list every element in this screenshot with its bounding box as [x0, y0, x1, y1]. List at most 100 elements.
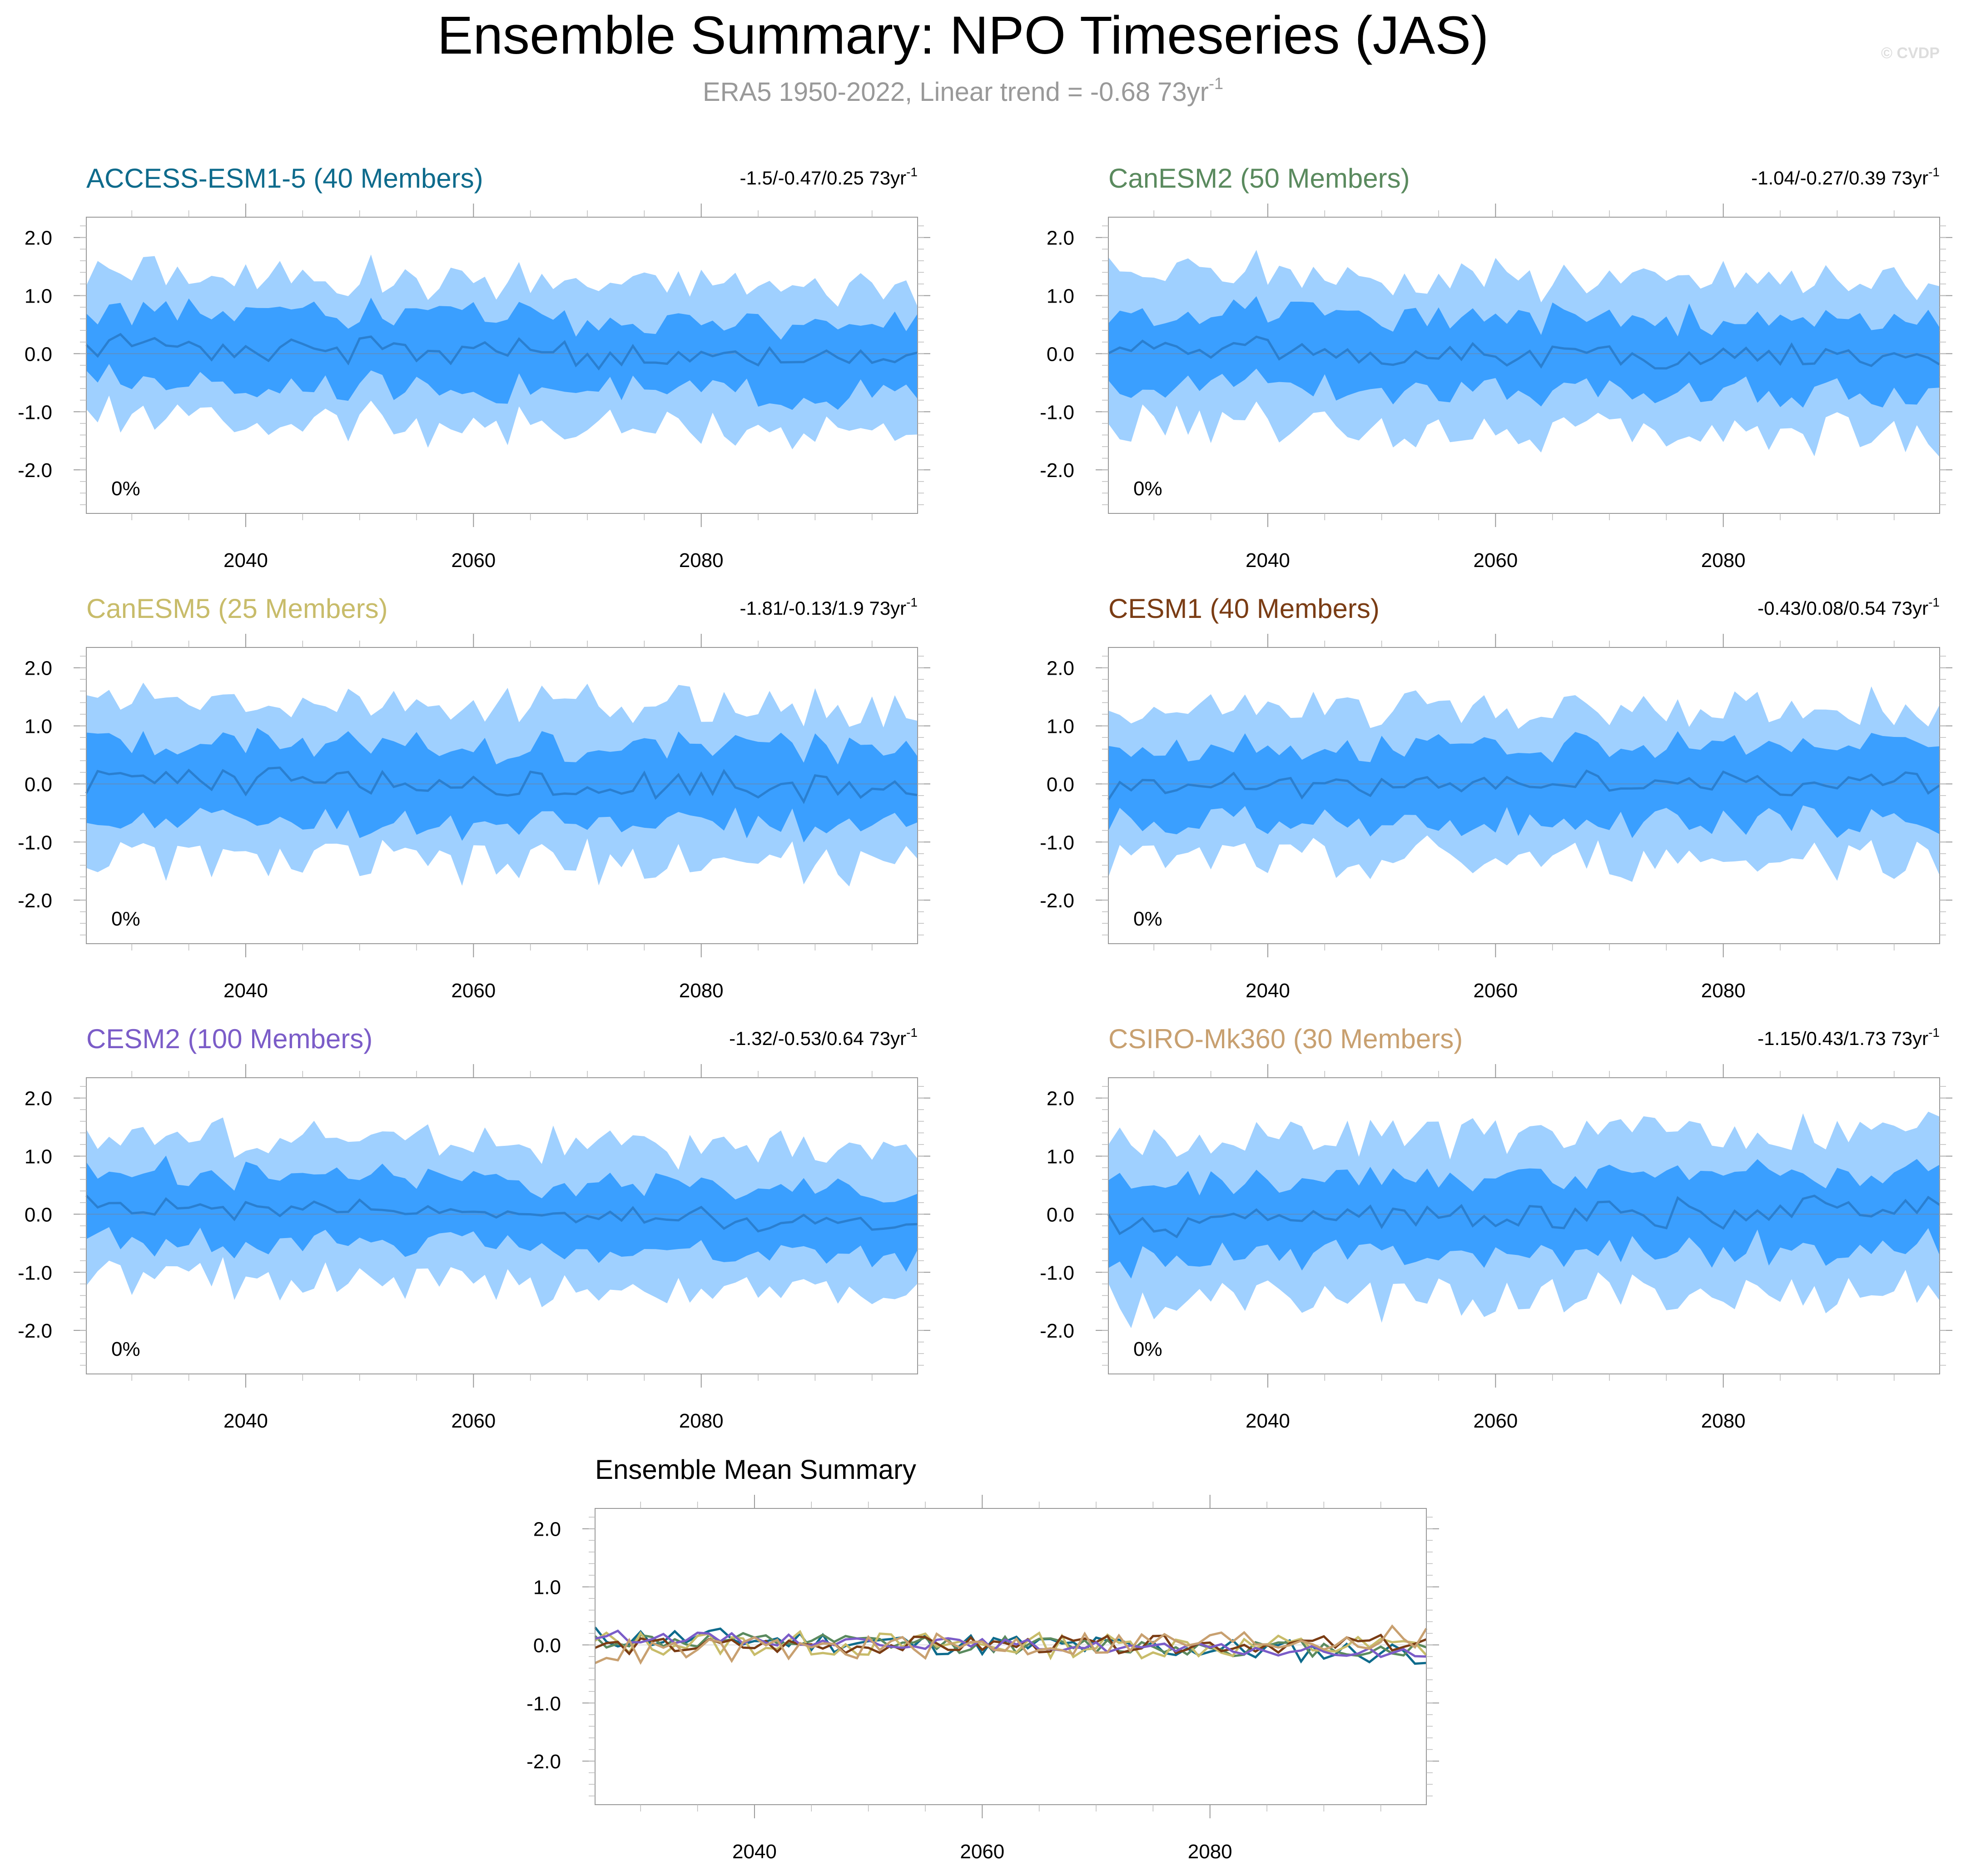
y-tick-label: -2.0	[1040, 1320, 1074, 1342]
chart-panel-5: CESM2 (100 Members) -1.32/-0.53/0.64 73yr…	[18, 1024, 930, 1432]
copyright-mark: © CVDP	[1881, 45, 1940, 62]
y-tick-label: -2.0	[526, 1751, 561, 1773]
y-tick-label: 1.0	[533, 1577, 561, 1599]
ensemble-mean-series-5	[595, 1629, 1427, 1658]
y-tick-label: -2.0	[18, 890, 52, 912]
ensemble-mean-series-6	[594, 1624, 1428, 1665]
y-tick-label: 1.0	[25, 716, 52, 738]
y-tick-label: 2.0	[1047, 227, 1074, 249]
ensemble-mean-line	[85, 1194, 918, 1233]
inner-spread-band	[1108, 1159, 1940, 1279]
y-tick-label: 0.0	[25, 1204, 52, 1226]
figure-subtitle: ERA5 1950-2022, Linear trend = -0.68 73y…	[703, 74, 1223, 107]
y-tick-label: -1.0	[1040, 401, 1074, 423]
x-tick-label: 2040	[223, 980, 268, 1002]
percent-label: 0%	[1133, 478, 1162, 500]
y-tick-label: 0.0	[1047, 343, 1074, 365]
y-tick-label: 0.0	[1047, 773, 1074, 796]
x-tick-label: 2040	[223, 1410, 268, 1432]
trend-label: -1.5/-0.47/0.25 73yr-1	[740, 165, 918, 189]
trend-label: -1.15/0.43/1.73 73yr-1	[1757, 1025, 1940, 1049]
x-tick-label: 2060	[451, 980, 496, 1002]
chart-panel-2: CanESM2 (50 Members) -1.04/-0.27/0.39 73y…	[1040, 163, 1952, 572]
y-tick-label: -2.0	[18, 459, 52, 482]
y-tick-label: -2.0	[18, 1320, 52, 1342]
y-tick-label: 0.0	[25, 343, 52, 365]
y-tick-label: 2.0	[25, 657, 52, 680]
x-tick-label: 2080	[1701, 1410, 1746, 1432]
x-tick-label: 2040	[1246, 980, 1290, 1002]
x-tick-label: 2040	[1246, 549, 1290, 572]
y-tick-label: 1.0	[1047, 285, 1074, 308]
x-tick-label: 2060	[451, 549, 496, 572]
trend-label: -1.32/-0.53/0.64 73yr-1	[729, 1025, 918, 1049]
y-tick-label: 1.0	[25, 285, 52, 308]
panel-title: CESM1 (40 Members)	[1108, 593, 1380, 624]
panel-title: CanESM5 (25 Members)	[86, 593, 388, 624]
y-tick-label: -2.0	[1040, 890, 1074, 912]
percent-label: 0%	[1133, 1338, 1162, 1360]
percent-label: 0%	[111, 478, 140, 500]
y-tick-label: -1.0	[18, 1262, 52, 1284]
trend-label: -1.81/-0.13/1.9 73yr-1	[740, 595, 918, 619]
chart-panel-6: CSIRO-Mk360 (30 Members) -1.15/0.43/1.73 …	[1040, 1024, 1952, 1432]
y-tick-label: 1.0	[1047, 1146, 1074, 1168]
x-tick-label: 2080	[679, 549, 724, 572]
x-tick-label: 2060	[1473, 549, 1518, 572]
inner-spread-band	[1108, 296, 1940, 408]
x-tick-label: 2060	[960, 1841, 1004, 1863]
plot-area	[595, 1508, 1426, 1805]
x-tick-label: 2040	[732, 1841, 777, 1863]
x-tick-label: 2060	[1473, 980, 1518, 1002]
ensemble-mean-line	[1107, 1194, 1941, 1239]
y-tick-label: 2.0	[1047, 657, 1074, 680]
y-tick-label: -1.0	[18, 831, 52, 854]
panel-title: CanESM2 (50 Members)	[1108, 163, 1410, 194]
x-tick-label: 2080	[679, 980, 724, 1002]
chart-panel-3: CanESM5 (25 Members) -1.81/-0.13/1.9 73yr…	[18, 593, 930, 1002]
y-tick-label: -1.0	[18, 401, 52, 423]
chart-panel-7: Ensemble Mean Summary 2.0 1.0 0.0 -1.0 -2.0 20…	[526, 1454, 1439, 1863]
y-tick-label: 2.0	[533, 1518, 561, 1541]
figure-title: Ensemble Summary: NPO Timeseries (JAS)	[437, 5, 1489, 65]
ensemble-mean-line	[85, 333, 918, 371]
ensemble-mean-line	[1107, 769, 1941, 801]
ensemble-mean-series-3	[594, 1630, 1427, 1661]
y-tick-label: 0.0	[25, 773, 52, 796]
panel-title: Ensemble Mean Summary	[595, 1454, 916, 1485]
y-tick-label: 0.0	[533, 1634, 561, 1657]
x-tick-label: 2080	[1701, 980, 1746, 1002]
y-tick-label: -2.0	[1040, 459, 1074, 482]
panel-title: CSIRO-Mk360 (30 Members)	[1108, 1024, 1463, 1054]
ensemble-mean-line	[85, 766, 918, 804]
y-tick-label: 2.0	[1047, 1088, 1074, 1110]
x-tick-label: 2080	[1701, 549, 1746, 572]
percent-label: 0%	[1133, 908, 1162, 930]
y-tick-label: 2.0	[25, 1088, 52, 1110]
y-tick-label: 0.0	[1047, 1204, 1074, 1226]
x-tick-label: 2060	[451, 1410, 496, 1432]
panel-title: ACCESS-ESM1-5 (40 Members)	[86, 163, 483, 194]
x-tick-label: 2040	[223, 549, 268, 572]
x-tick-label: 2080	[679, 1410, 724, 1432]
y-tick-label: -1.0	[1040, 831, 1074, 854]
percent-label: 0%	[111, 908, 140, 930]
percent-label: 0%	[111, 1338, 140, 1360]
trend-label: -1.04/-0.27/0.39 73yr-1	[1751, 165, 1940, 189]
y-tick-label: 1.0	[1047, 716, 1074, 738]
x-tick-label: 2060	[1473, 1410, 1518, 1432]
chart-panel-1: ACCESS-ESM1-5 (40 Members) -1.5/-0.47/0.2…	[18, 163, 930, 572]
trend-label: -0.43/0.08/0.54 73yr-1	[1757, 595, 1940, 619]
y-tick-label: 1.0	[25, 1146, 52, 1168]
ensemble-mean-line	[1107, 335, 1941, 370]
chart-panel-4: CESM1 (40 Members) -0.43/0.08/0.54 73yr-1…	[1040, 593, 1952, 1002]
inner-spread-band	[86, 728, 918, 843]
y-tick-label: -1.0	[526, 1692, 561, 1715]
panels-group: ACCESS-ESM1-5 (40 Members) -1.5/-0.47/0.2…	[18, 163, 1952, 1863]
y-tick-label: 2.0	[25, 227, 52, 249]
x-tick-label: 2080	[1188, 1841, 1232, 1863]
y-tick-label: -1.0	[1040, 1262, 1074, 1284]
x-tick-label: 2040	[1246, 1410, 1290, 1432]
panel-title: CESM2 (100 Members)	[86, 1024, 372, 1054]
